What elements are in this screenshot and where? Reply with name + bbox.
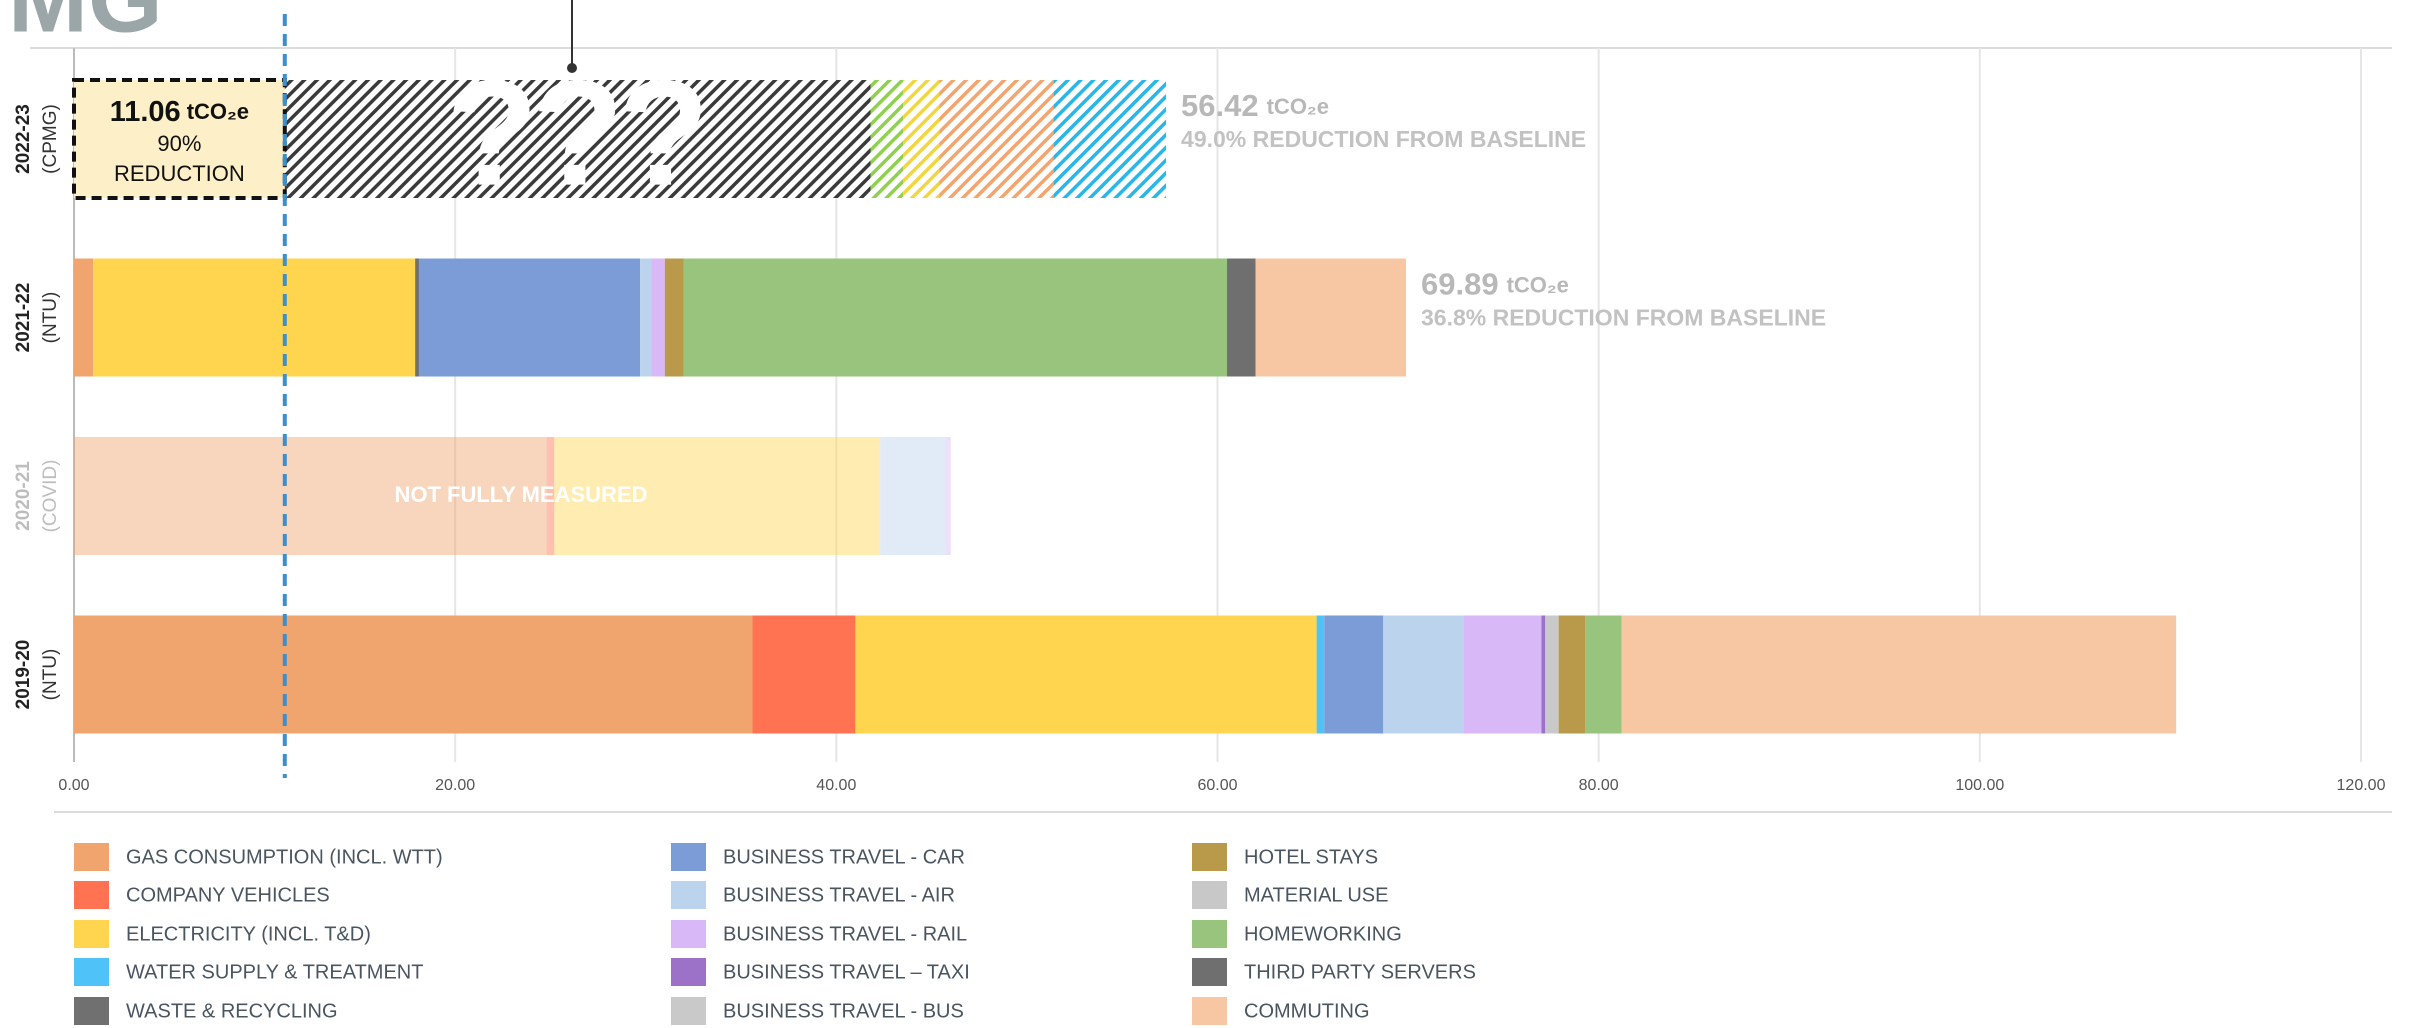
category-note: (CPMG) [40,104,61,174]
legend-label: BUSINESS TRAVEL - BUS [723,1000,964,1022]
x-tick-label: 120.00 [2337,777,2386,794]
category-note: (NTU) [40,649,61,701]
bar-segment [855,615,1317,734]
faded-note: NOT FULLY MEASURED [394,482,647,507]
legend-label: BUSINESS TRAVEL – TAXI [723,961,970,983]
bar-segment [1316,615,1325,734]
bar-segment [1227,258,1256,377]
legend-swatch [74,881,109,909]
bar-segment [651,258,665,377]
bar-segment [1541,615,1546,734]
legend-label: BUSINESS TRAVEL - CAR [723,846,965,868]
pointer-dot [567,63,577,73]
bar-segment [93,258,416,377]
bar-segment [1558,615,1586,734]
target-note: REDUCTION [114,161,245,186]
bar-segment [1463,615,1542,734]
x-tick-label: 60.00 [1197,777,1237,794]
category-label: 2021-22 [13,283,34,353]
projection-segment [870,80,904,198]
projection-segment [939,80,1054,198]
total-label: 69.89 tCO₂e [1421,267,1569,302]
projection-segment [903,80,940,198]
logo-fragment: MG [8,0,163,52]
bar-segment [944,437,951,555]
bar-segment [74,615,753,734]
legend-swatch [74,997,109,1025]
projection-overlay: ??? [447,49,704,217]
total-unit: tCO₂e [1267,94,1329,119]
legend-label: BUSINESS TRAVEL - RAIL [723,923,967,945]
target-unit: tCO₂e [187,99,249,124]
legend-swatch [74,920,109,948]
bar-segment [752,615,856,734]
total-note: 49.0% REDUCTION FROM BASELINE [1181,126,1586,152]
total-note: 36.8% REDUCTION FROM BASELINE [1421,305,1826,331]
bar-segment [640,258,652,377]
category-note: (NTU) [40,292,61,344]
total-value: 69.89 [1421,267,1499,302]
total-value: 56.42 [1181,88,1259,123]
category-label: 2022-23 [13,104,34,174]
legend-label: WATER SUPPLY & TREATMENT [126,961,423,983]
legend-swatch [671,843,706,871]
bar-segment [74,437,547,555]
bar-segment [415,258,419,377]
total-unit: tCO₂e [1507,272,1569,297]
category-note: (COVID) [40,460,61,533]
legend-swatch [1192,920,1227,948]
target-reduction: 90% [157,131,201,156]
projection-segment [1053,80,1167,198]
category-label: 2020-21 [13,461,34,531]
legend-swatch [1192,997,1227,1025]
bar-segment [1324,615,1384,734]
bar-segment [1621,615,2177,734]
bar-segment [1585,615,1622,734]
legend-label: GAS CONSUMPTION (INCL. WTT) [126,846,443,868]
bar-segment [683,258,1228,377]
target-box [72,78,287,200]
legend-label: THIRD PARTY SERVERS [1244,961,1476,983]
legend-label: ELECTRICITY (INCL. T&D) [126,923,371,945]
legend-label: HOTEL STAYS [1244,846,1378,868]
legend-swatch [74,843,109,871]
bar-segment [418,258,641,377]
legend-label: BUSINESS TRAVEL - AIR [723,884,955,906]
bar-segment [1383,615,1464,734]
legend-swatch [671,958,706,986]
x-tick-label: 20.00 [435,777,475,794]
bar-segment [664,258,684,377]
legend-swatch [74,958,109,986]
bar-segment [880,437,945,555]
bar-segment [546,437,555,555]
legend-swatch [1192,958,1227,986]
target-label: 11.06 tCO₂e [110,96,249,128]
legend-label: HOMEWORKING [1244,923,1402,945]
x-tick-label: 100.00 [1955,777,2004,794]
total-label: 56.42 tCO₂e [1181,88,1329,123]
category-label: 2019-20 [13,640,34,710]
legend-label: COMMUTING [1244,1000,1370,1022]
target-value: 11.06 [110,96,181,128]
legend-label: WASTE & RECYCLING [126,1000,338,1022]
legend-label: COMPANY VEHICLES [126,884,330,906]
legend-label: MATERIAL USE [1244,884,1388,906]
legend-swatch [671,881,706,909]
x-tick-label: 80.00 [1579,777,1619,794]
bar-segment [1545,615,1559,734]
legend-swatch [1192,843,1227,871]
bar-segment [74,258,94,377]
bar-segment [1255,258,1406,377]
legend-swatch [671,997,706,1025]
x-tick-label: 40.00 [816,777,856,794]
legend-swatch [1192,881,1227,909]
x-tick-label: 0.00 [58,777,89,794]
bar-segment [554,437,881,555]
legend-swatch [671,920,706,948]
